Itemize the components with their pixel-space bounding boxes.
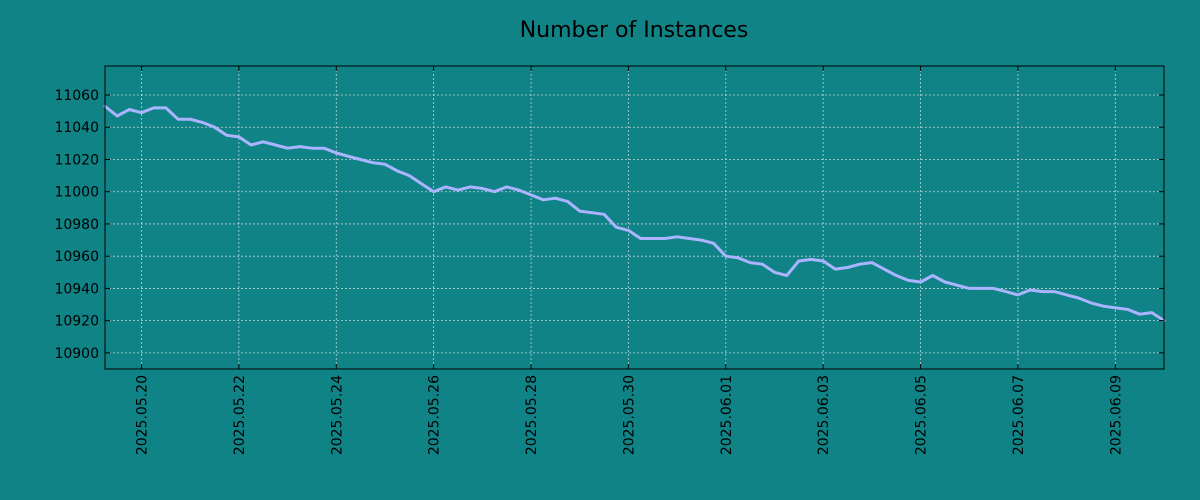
x-tick-label: 2025.05.28: [524, 375, 540, 455]
x-tick-label: 2025.06.07: [1011, 375, 1027, 455]
y-axis: 10900 10920 10940 10960 10980 11000 11020 11040…: [54, 88, 1164, 362]
series-line: [103, 104, 1166, 323]
x-tick-label: 2025.05.22: [232, 375, 248, 455]
x-tick-label: 2025.05.20: [135, 375, 151, 455]
plot-area-frame: [104, 65, 1165, 370]
x-tick-label: 2025.06.09: [1108, 375, 1124, 455]
grid-layer: [105, 66, 1164, 369]
x-tick-label: 2025.05.24: [329, 375, 345, 455]
y-tick-label: 10980: [54, 217, 99, 233]
x-tick-label: 2025.05.26: [427, 375, 443, 455]
x-tick-label: 2025.05.30: [621, 375, 637, 455]
x-tick-label: 2025.06.05: [914, 375, 930, 455]
y-tick-label: 10940: [54, 281, 99, 297]
x-axis: 2025.05.20 2025.05.22 2025.05.24 2025.05.26…: [135, 66, 1124, 455]
chart-title: Number of Instances: [520, 18, 749, 43]
y-tick-label: 10900: [54, 346, 99, 362]
y-tick-label: 11000: [54, 185, 99, 201]
x-tick-label: 2025.06.03: [816, 375, 832, 455]
y-tick-label: 11020: [54, 152, 99, 168]
y-tick-label: 10920: [54, 314, 99, 330]
y-tick-label: 11060: [54, 88, 99, 104]
series-layer: [103, 104, 1166, 323]
y-tick-label: 11040: [54, 120, 99, 136]
x-tick-label: 2025.06.01: [719, 375, 735, 455]
y-tick-label: 10960: [54, 249, 99, 265]
